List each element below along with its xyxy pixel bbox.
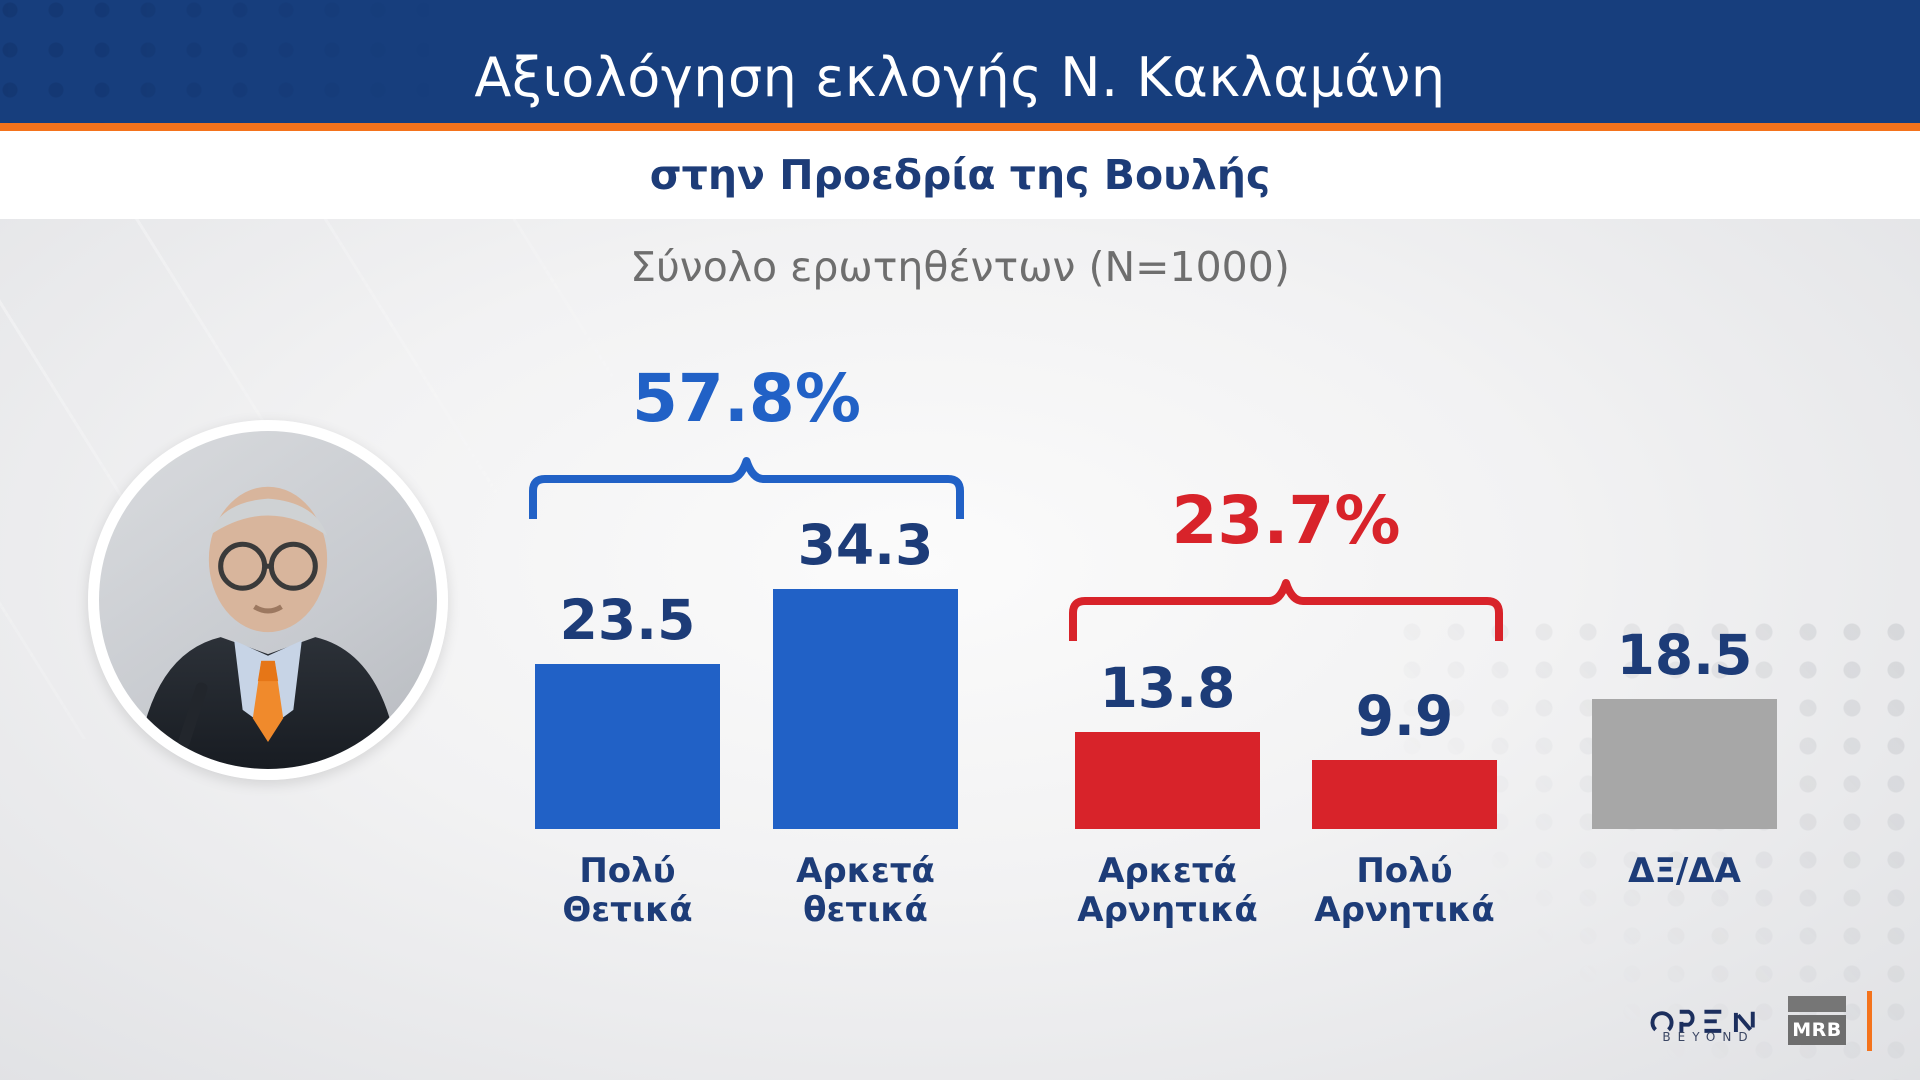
page-subtitle: στην Προεδρία της Βουλής — [649, 151, 1271, 199]
mrb-logo-text: MRB — [1788, 1015, 1846, 1045]
bar-category-3: Πολύ Αρνητικά — [1314, 851, 1495, 930]
person-silhouette-icon — [136, 486, 400, 769]
bar-value-1: 34.3 — [797, 513, 934, 577]
speaker-portrait — [88, 420, 448, 780]
group-bracket-1 — [1069, 579, 1503, 641]
group-bracket-0 — [529, 457, 964, 519]
mrb-logo-bar — [1788, 996, 1846, 1012]
accent-divider — [0, 123, 1920, 131]
open-channel-logo — [1650, 1009, 1755, 1033]
header-dot-pattern — [0, 0, 520, 123]
mrb-agency-logo: MRB — [1788, 996, 1846, 1046]
open-beyond-label: BEYOND — [1662, 1030, 1755, 1044]
bar-2 — [1075, 732, 1260, 829]
page-title: Αξιολόγηση εκλογής Ν. Κακλαμάνη — [474, 46, 1446, 109]
header-banner: Αξιολόγηση εκλογής Ν. Κακλαμάνη — [0, 0, 1920, 123]
bar-4 — [1592, 699, 1777, 829]
bar-value-4: 18.5 — [1616, 623, 1753, 687]
bar-category-0: Πολύ Θετικά — [562, 851, 693, 930]
bar-3 — [1312, 760, 1497, 829]
bar-1 — [773, 589, 958, 829]
group-total-1: 23.7% — [1171, 482, 1401, 559]
bar-category-4: ΔΞ/ΔΑ — [1628, 851, 1741, 891]
bar-value-2: 13.8 — [1099, 656, 1236, 720]
bar-value-3: 9.9 — [1355, 684, 1454, 748]
bar-0 — [535, 664, 720, 829]
subtitle-band: στην Προεδρία της Βουλής — [0, 131, 1920, 219]
bar-value-0: 23.5 — [559, 588, 696, 652]
bar-category-2: Αρκετά Αρνητικά — [1077, 851, 1258, 930]
group-total-0: 57.8% — [632, 360, 861, 437]
bar-category-1: Αρκετά θετικά — [796, 851, 935, 930]
footer-orange-rule — [1867, 991, 1872, 1051]
sample-note: Σύνολο ερωτηθέντων (N=1000) — [630, 243, 1290, 291]
